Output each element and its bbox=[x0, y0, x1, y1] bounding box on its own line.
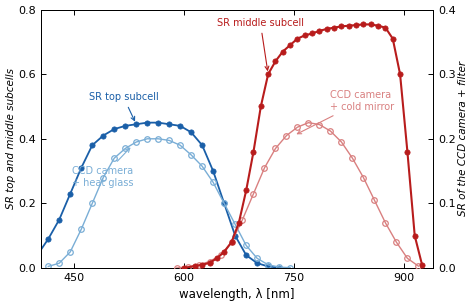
Text: SR middle subcell: SR middle subcell bbox=[217, 18, 304, 70]
Text: SR top subcell: SR top subcell bbox=[89, 92, 158, 121]
Text: CCD camera
+ heat glass: CCD camera + heat glass bbox=[72, 148, 133, 188]
Y-axis label: SR of the CCD camera + filter: SR of the CCD camera + filter bbox=[458, 61, 468, 216]
Y-axis label: SR top and middle subcells: SR top and middle subcells bbox=[6, 68, 16, 209]
Text: CCD camera
+ cold mirror: CCD camera + cold mirror bbox=[297, 90, 394, 134]
X-axis label: wavelength, λ [nm]: wavelength, λ [nm] bbox=[179, 289, 295, 301]
